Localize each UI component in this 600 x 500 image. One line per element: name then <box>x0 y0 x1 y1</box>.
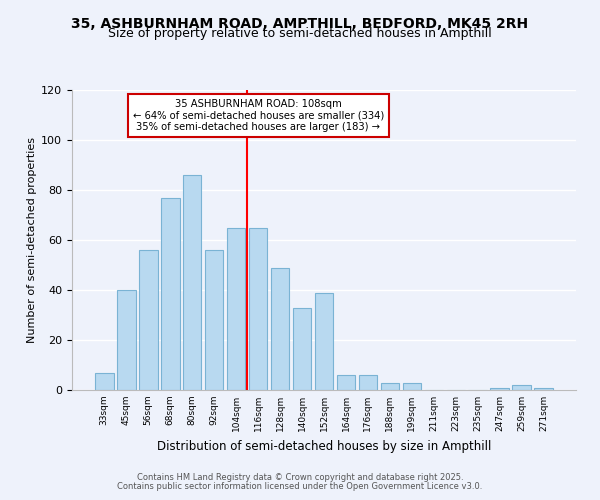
Bar <box>183 175 202 390</box>
Bar <box>337 375 355 390</box>
Text: 35 ASHBURNHAM ROAD: 108sqm
← 64% of semi-detached houses are smaller (334)
35% o: 35 ASHBURNHAM ROAD: 108sqm ← 64% of semi… <box>133 99 384 132</box>
Bar <box>95 372 113 390</box>
Text: Size of property relative to semi-detached houses in Ampthill: Size of property relative to semi-detach… <box>108 28 492 40</box>
Bar <box>205 250 223 390</box>
X-axis label: Distribution of semi-detached houses by size in Ampthill: Distribution of semi-detached houses by … <box>157 440 491 452</box>
Bar <box>512 385 531 390</box>
Text: 35, ASHBURNHAM ROAD, AMPTHILL, BEDFORD, MK45 2RH: 35, ASHBURNHAM ROAD, AMPTHILL, BEDFORD, … <box>71 18 529 32</box>
Bar <box>314 292 334 390</box>
Bar <box>293 308 311 390</box>
Bar <box>161 198 179 390</box>
Text: Contains HM Land Registry data © Crown copyright and database right 2025.: Contains HM Land Registry data © Crown c… <box>137 474 463 482</box>
Text: Contains public sector information licensed under the Open Government Licence v3: Contains public sector information licen… <box>118 482 482 491</box>
Bar <box>117 290 136 390</box>
Bar <box>380 382 399 390</box>
Bar <box>490 388 509 390</box>
Y-axis label: Number of semi-detached properties: Number of semi-detached properties <box>27 137 37 343</box>
Bar <box>249 228 268 390</box>
Bar <box>139 250 158 390</box>
Bar <box>271 268 289 390</box>
Bar <box>227 228 245 390</box>
Bar <box>535 388 553 390</box>
Bar <box>359 375 377 390</box>
Bar <box>403 382 421 390</box>
